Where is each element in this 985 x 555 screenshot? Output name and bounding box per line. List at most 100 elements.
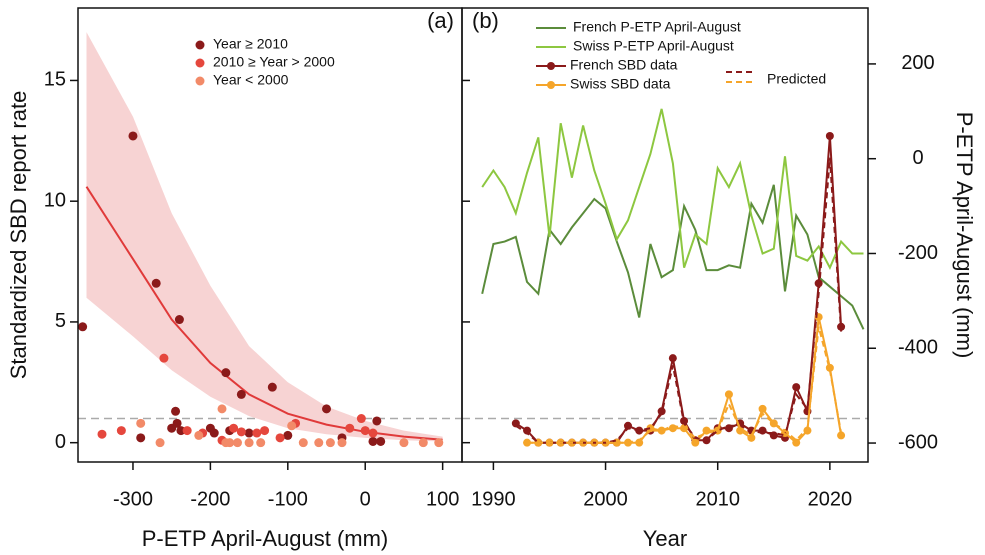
legend-label: Swiss SBD data — [570, 76, 671, 92]
legend-marker — [547, 81, 555, 89]
point — [368, 436, 378, 446]
point — [275, 433, 285, 443]
point — [221, 368, 231, 378]
point — [225, 438, 235, 448]
point — [136, 433, 146, 443]
y-tick-label: 5 — [55, 310, 66, 332]
legend-label: Year ≥ 2010 — [213, 36, 288, 52]
point — [136, 418, 146, 428]
confidence-band — [86, 32, 443, 442]
point — [825, 131, 834, 140]
predicted-line — [527, 326, 843, 444]
point — [209, 428, 219, 438]
legend-label: French SBD data — [570, 57, 678, 73]
point — [792, 383, 801, 392]
point — [314, 438, 324, 448]
point — [803, 426, 812, 435]
point — [511, 419, 520, 428]
plot-frame — [461, 7, 869, 463]
y-tick-label: 15 — [44, 69, 66, 91]
point — [267, 382, 277, 392]
x-tick-label: 0 — [360, 488, 371, 510]
line — [481, 108, 864, 271]
point — [657, 407, 666, 416]
point — [758, 404, 767, 413]
x-tick-label: 2000 — [583, 488, 628, 510]
line — [481, 184, 865, 330]
point — [668, 354, 677, 363]
panel-label: (b) — [472, 8, 499, 33]
point — [736, 426, 745, 435]
point — [283, 430, 293, 440]
y2-tick-label: 200 — [901, 52, 934, 74]
point — [337, 438, 347, 448]
point — [116, 426, 126, 436]
point — [356, 414, 366, 424]
point — [232, 438, 242, 448]
x-tick-label: 1990 — [471, 488, 516, 510]
point — [128, 131, 138, 141]
fit-line — [85, 186, 443, 441]
legend-label: Predicted — [767, 71, 826, 87]
point — [256, 438, 266, 448]
point — [298, 438, 308, 448]
legend-label: 2010 ≥ Year > 2000 — [213, 54, 335, 70]
point — [747, 433, 756, 442]
x-tick-label: 2020 — [808, 488, 853, 510]
point — [194, 430, 204, 440]
point — [691, 438, 700, 447]
point — [646, 424, 655, 433]
point — [322, 404, 332, 414]
point — [724, 390, 733, 399]
point — [159, 353, 169, 363]
point — [345, 423, 355, 433]
point — [171, 406, 181, 416]
y2-tick-label: -200 — [898, 242, 938, 264]
predicted-line — [515, 157, 843, 444]
point — [376, 436, 386, 446]
point — [792, 438, 801, 447]
point — [434, 438, 444, 448]
x-tick-label: -300 — [113, 488, 153, 510]
x-tick-label: -200 — [190, 488, 230, 510]
point — [252, 428, 262, 438]
point — [360, 426, 370, 436]
point — [260, 426, 270, 436]
point — [151, 278, 161, 288]
point — [372, 416, 382, 426]
panel-label: (a) — [427, 8, 454, 33]
point — [97, 429, 107, 439]
y-tick-label: 0 — [55, 431, 66, 453]
point — [418, 438, 428, 448]
point — [287, 421, 297, 431]
legend-marker — [195, 76, 205, 86]
x-axis-title: P-ETP April-August (mm) — [142, 526, 389, 551]
point — [217, 404, 227, 414]
legend-label: Year < 2000 — [213, 72, 289, 88]
point — [244, 428, 254, 438]
point — [155, 438, 165, 448]
point — [399, 438, 409, 448]
y-axis-title: Standardized SBD report rate — [6, 91, 31, 380]
point — [657, 426, 666, 435]
point — [325, 438, 335, 448]
point — [229, 423, 239, 433]
legend-marker — [547, 62, 555, 70]
x-tick-label: -100 — [268, 488, 308, 510]
point — [78, 322, 88, 332]
x-axis-title: Year — [643, 526, 687, 551]
x-tick-label: 2010 — [695, 488, 740, 510]
point — [176, 426, 186, 436]
y2-tick-label: 0 — [912, 147, 923, 169]
legend-marker — [195, 40, 205, 50]
legend-label: Swiss P-ETP April-August — [573, 38, 734, 54]
y-tick-label: 10 — [44, 189, 66, 211]
point — [236, 427, 246, 437]
point — [368, 428, 378, 438]
legend-marker — [195, 58, 205, 68]
point — [174, 315, 184, 325]
y2-tick-label: -600 — [898, 431, 938, 453]
line — [515, 135, 843, 444]
